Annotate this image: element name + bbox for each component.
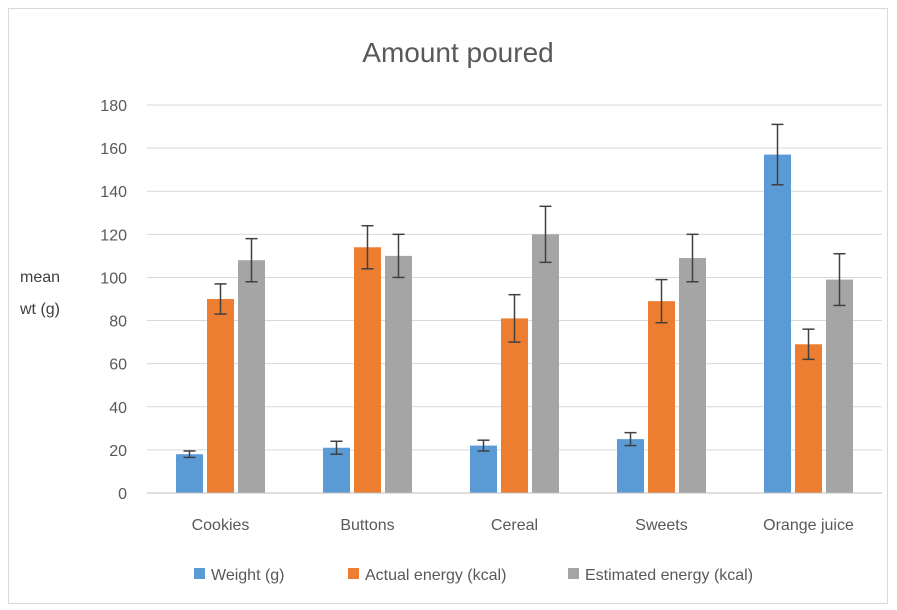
error-bar (392, 233, 405, 279)
error-bar (624, 431, 637, 447)
error-bars (183, 123, 846, 459)
x-tick-label: Sweets (635, 517, 687, 534)
y-axis-label-line-1: mean (20, 269, 60, 286)
bar (764, 154, 791, 494)
x-tick-label: Orange juice (763, 517, 854, 534)
error-bar (833, 252, 846, 307)
bar (501, 318, 528, 493)
bar (354, 247, 381, 493)
y-tick-label: 20 (109, 443, 127, 460)
legend-label: Weight (g) (211, 567, 285, 584)
y-tick-label: 180 (100, 98, 127, 115)
bar (470, 445, 497, 493)
x-tick-label: Cereal (491, 517, 538, 534)
bar (532, 234, 559, 494)
error-bar (183, 450, 196, 459)
chart-title: Amount poured (362, 37, 553, 68)
legend-swatch (348, 568, 359, 579)
error-bar (477, 439, 490, 452)
bar (648, 301, 675, 493)
y-tick-label: 60 (109, 357, 127, 374)
y-axis-ticks: 0 20 40 60 80 100 120 140 160 180 (100, 98, 127, 503)
y-tick-label: 80 (109, 314, 127, 331)
y-tick-label: 100 (100, 270, 127, 287)
legend-item: Weight (g) (194, 567, 285, 584)
gridlines (147, 104, 882, 451)
bar (795, 344, 822, 493)
x-tick-label: Cookies (192, 517, 250, 534)
bars (176, 154, 853, 494)
bar (323, 447, 350, 493)
y-tick-label: 0 (118, 486, 127, 503)
legend-label: Actual energy (kcal) (365, 567, 506, 584)
error-bar (655, 278, 668, 324)
x-tick-label: Buttons (340, 517, 394, 534)
error-bar (245, 237, 258, 283)
legend-item: Actual energy (kcal) (348, 567, 506, 584)
bar (385, 255, 412, 493)
error-bar (686, 233, 699, 283)
bar (617, 439, 644, 493)
legend-swatch (568, 568, 579, 579)
error-bar (330, 440, 343, 455)
legend: Weight (g) Actual energy (kcal) Estimated … (194, 567, 753, 584)
bar (176, 454, 203, 493)
error-bar (214, 283, 227, 315)
y-tick-label: 140 (100, 184, 127, 201)
bar (207, 299, 234, 493)
legend-swatch (194, 568, 205, 579)
legend-label: Estimated energy (kcal) (585, 567, 753, 584)
y-tick-label: 40 (109, 400, 127, 417)
error-bar (539, 205, 552, 264)
x-axis-ticks: Cookies Buttons Cereal Sweets Orange juice (192, 517, 854, 534)
legend-item: Estimated energy (kcal) (568, 567, 753, 584)
bar (826, 279, 853, 493)
error-bar (361, 224, 374, 270)
chart-frame (8, 8, 888, 604)
y-axis-label-line-2: wt (g) (19, 301, 60, 318)
bar (238, 260, 265, 493)
y-tick-label: 120 (100, 227, 127, 244)
bar (679, 258, 706, 493)
error-bar (508, 293, 521, 343)
error-bar (771, 123, 784, 186)
error-bar (802, 328, 815, 361)
y-tick-label: 160 (100, 141, 127, 158)
